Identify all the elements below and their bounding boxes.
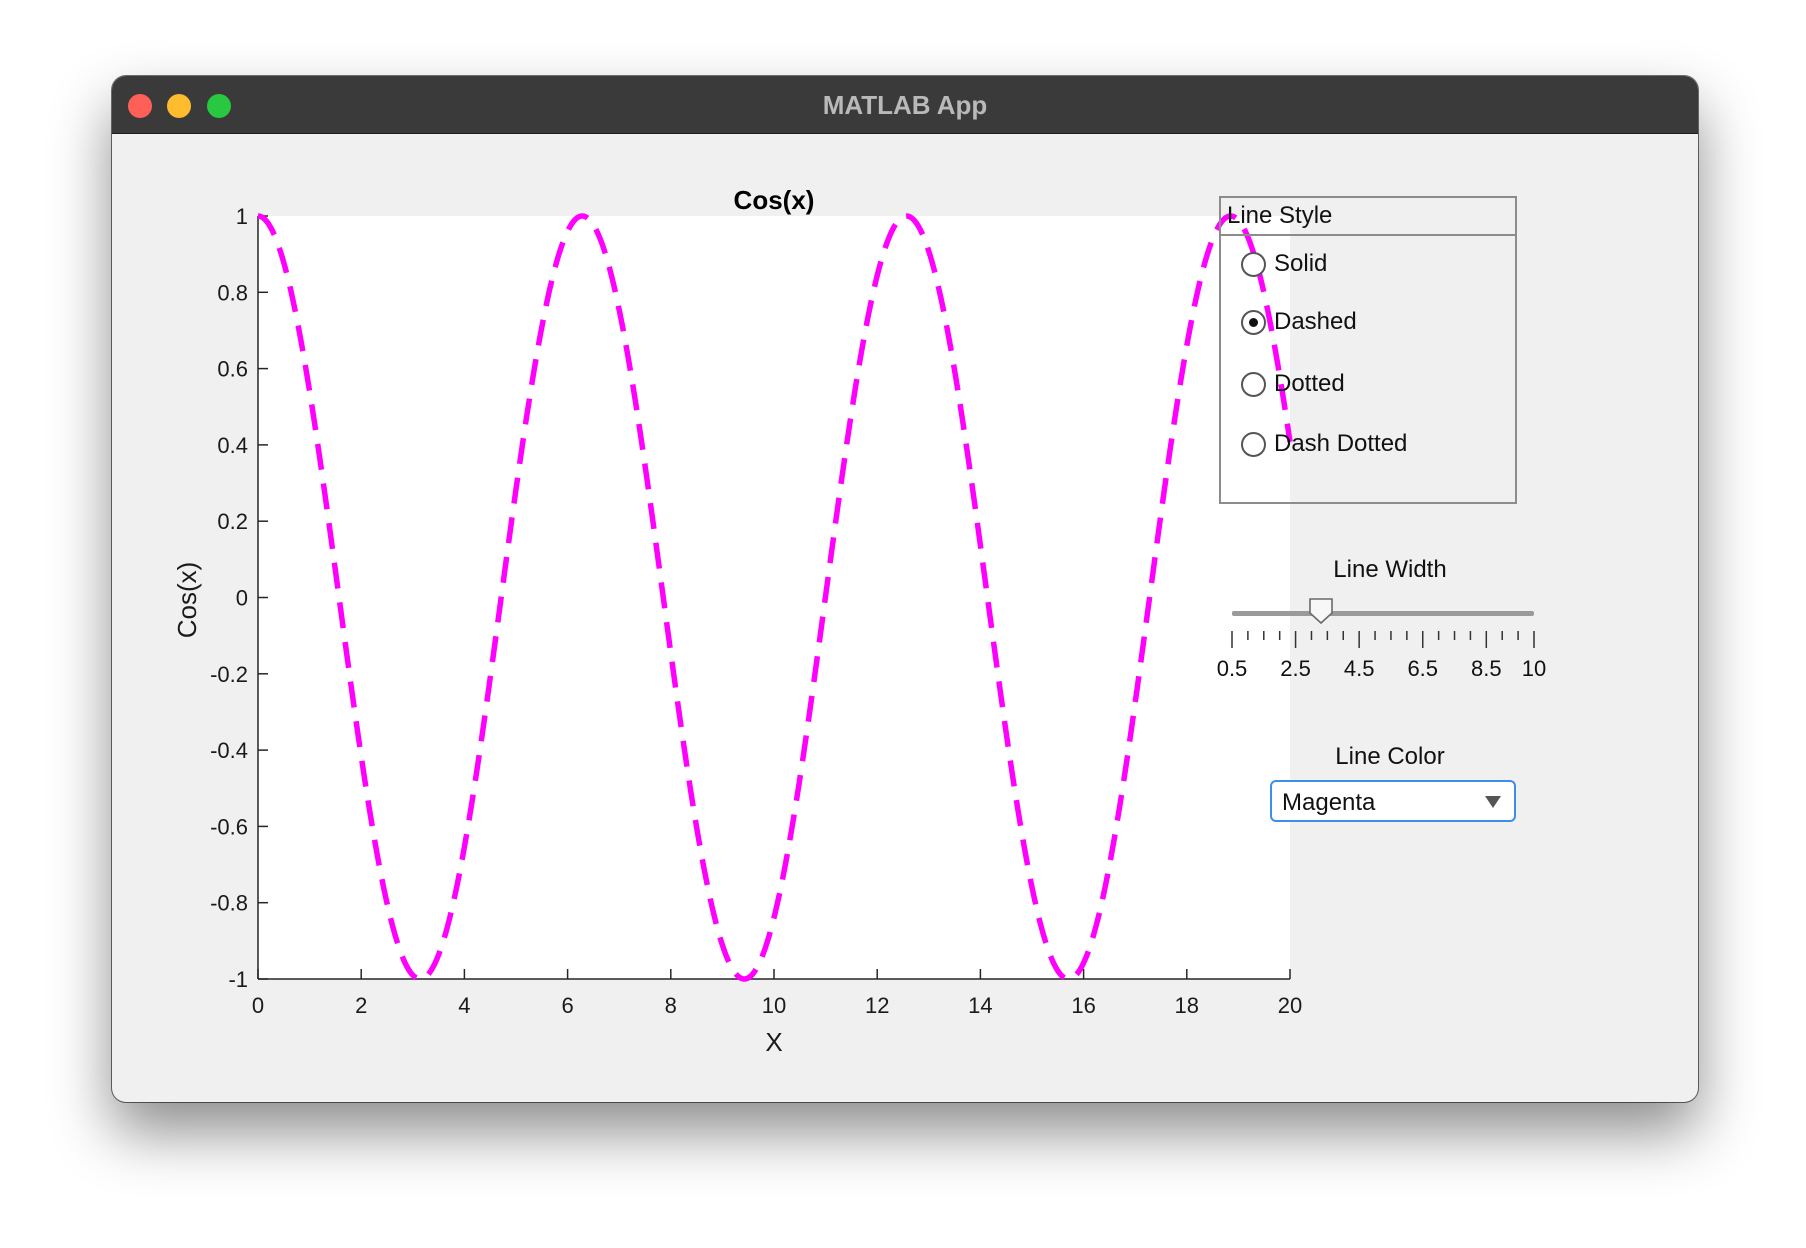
line-color-dropdown[interactable]: Magenta (1270, 780, 1516, 822)
y-tick-label: 0.8 (217, 280, 248, 305)
line-width-slider-track[interactable] (1232, 611, 1534, 616)
close-window-button[interactable] (128, 94, 152, 118)
y-tick-label: 0 (236, 586, 248, 611)
y-tick-label: -0.8 (210, 891, 248, 916)
y-tick-labels: 1 0.8 0.6 0.4 0.2 0 -0.2 -0.4 -0.6 -0.8 -1 (210, 204, 248, 992)
x-tick-label: 6 (561, 993, 573, 1018)
minimize-window-button[interactable] (167, 94, 191, 118)
x-tick-label: 4 (458, 993, 470, 1018)
title-bar: MATLAB App (112, 76, 1698, 134)
cos-plot: 0 2 4 6 8 10 12 14 16 18 20 1 0.8 0.6 0.4 0.2 0 -0.2 -0.4… (172, 185, 1302, 1057)
radio-solid[interactable]: Solid (1241, 248, 1327, 280)
line-width-slider-thumb[interactable] (1308, 597, 1334, 625)
x-tick-label: 0 (252, 993, 264, 1018)
y-tick-label: 0.6 (217, 357, 248, 382)
chevron-down-icon (1485, 796, 1501, 808)
radio-label-dotted: Dotted (1274, 370, 1345, 397)
line-style-panel: Line Style Solid Dashed Dotted Dash Dott… (1219, 196, 1517, 504)
line-style-panel-title: Line Style (1221, 198, 1515, 236)
x-tick-label: 16 (1071, 993, 1095, 1018)
radio-label-solid: Solid (1274, 250, 1328, 277)
x-tick-label: 2 (355, 993, 367, 1018)
line-color-value: Magenta (1282, 789, 1376, 816)
maximize-window-button[interactable] (207, 94, 231, 118)
radio-dotted[interactable]: Dotted (1241, 368, 1345, 400)
x-tick-label: 10 (762, 993, 786, 1018)
x-tick-labels: 0 2 4 6 8 10 12 14 16 18 20 (252, 993, 1302, 1018)
y-tick-label: -0.4 (210, 738, 248, 763)
x-tick-label: 18 (1175, 993, 1199, 1018)
x-tick-label: 12 (865, 993, 889, 1018)
radio-button-solid[interactable] (1241, 251, 1266, 277)
radio-dash-dotted[interactable]: Dash Dotted (1241, 428, 1407, 460)
plot-area (258, 216, 1290, 979)
line-width-label: Line Width (1333, 556, 1447, 583)
line-color-label: Line Color (1335, 743, 1445, 770)
slider-tick-label: 2.5 (1280, 656, 1311, 681)
app-window: MATLAB App 0 2 4 6 8 10 12 14 16 18 20 1 0.8 0.6 0.4 0… (112, 76, 1698, 1102)
y-tick-label: 1 (236, 204, 248, 229)
slider-tick-label: 6.5 (1407, 656, 1438, 681)
slider-tick-label: 4.5 (1344, 656, 1375, 681)
y-tick-label: -0.2 (210, 662, 248, 687)
x-axis-label: X (765, 1027, 782, 1057)
radio-label-dash-dotted: Dash Dotted (1274, 430, 1408, 457)
slider-tick-label: 10 (1522, 656, 1546, 681)
y-axis-label: Cos(x) (172, 562, 202, 639)
slider-tick-label: 8.5 (1471, 656, 1502, 681)
x-tick-label: 8 (665, 993, 677, 1018)
y-tick-label: -0.6 (210, 814, 248, 839)
x-tick-label: 14 (968, 993, 992, 1018)
y-tick-label: 0.4 (217, 433, 248, 458)
radio-button-dotted[interactable] (1241, 371, 1266, 397)
radio-button-dash-dotted[interactable] (1241, 431, 1266, 457)
window-title: MATLAB App (822, 90, 988, 120)
cos-series-line (257, 213, 1293, 982)
y-tick-label: -1 (228, 967, 248, 992)
radio-button-dashed[interactable] (1241, 309, 1266, 335)
radio-label-dashed: Dashed (1274, 308, 1357, 335)
y-tick-label: 0.2 (217, 509, 248, 534)
slider-tick-label: 0.5 (1217, 656, 1248, 681)
chart-title: Cos(x) (734, 185, 815, 215)
x-tick-label: 20 (1278, 993, 1302, 1018)
radio-dashed[interactable]: Dashed (1241, 306, 1357, 338)
